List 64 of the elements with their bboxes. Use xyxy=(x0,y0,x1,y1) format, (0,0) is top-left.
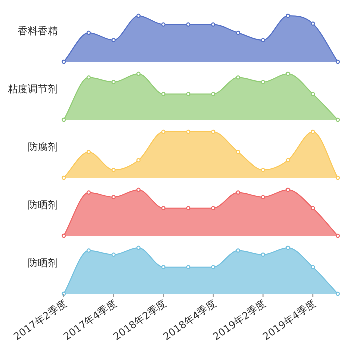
point xyxy=(211,22,216,27)
point xyxy=(86,150,92,154)
point xyxy=(236,76,240,80)
point xyxy=(112,195,116,200)
point xyxy=(136,14,141,18)
series-label: 香料香精 xyxy=(18,25,58,38)
point xyxy=(186,22,191,27)
point xyxy=(336,176,340,180)
point xyxy=(86,248,92,253)
point xyxy=(286,14,290,18)
series-label: 防腐剂 xyxy=(28,141,58,154)
point xyxy=(236,30,240,36)
point xyxy=(261,252,266,257)
point xyxy=(162,206,166,210)
point xyxy=(286,72,290,76)
point xyxy=(86,76,92,80)
point xyxy=(261,195,266,200)
point xyxy=(112,252,116,257)
point xyxy=(186,130,191,134)
point xyxy=(286,158,290,163)
point xyxy=(211,265,216,270)
series-label: 防晒剂 xyxy=(28,199,58,212)
point xyxy=(336,234,340,238)
point xyxy=(310,130,316,134)
point xyxy=(136,188,141,192)
point xyxy=(286,188,290,192)
point xyxy=(310,22,316,26)
point xyxy=(136,72,141,76)
point xyxy=(310,206,316,210)
point xyxy=(261,38,266,42)
point xyxy=(186,265,191,270)
point xyxy=(86,30,92,36)
point xyxy=(62,60,66,64)
point xyxy=(261,80,266,84)
point xyxy=(186,206,191,210)
point xyxy=(162,265,166,270)
point xyxy=(211,130,216,134)
point xyxy=(62,234,66,238)
point xyxy=(86,190,92,195)
point xyxy=(236,248,240,253)
point xyxy=(62,118,66,122)
point xyxy=(162,22,166,27)
series-label: 防晒剂 xyxy=(28,257,58,270)
point xyxy=(112,38,116,42)
point xyxy=(211,92,216,96)
point xyxy=(62,176,66,180)
point xyxy=(236,150,240,154)
point xyxy=(162,130,166,134)
point xyxy=(211,206,216,210)
point xyxy=(136,158,141,163)
series-label: 粘度调节剂 xyxy=(8,83,58,96)
point xyxy=(261,168,266,172)
point xyxy=(310,265,316,270)
point xyxy=(336,292,340,296)
point xyxy=(162,92,166,96)
point xyxy=(286,246,290,250)
point xyxy=(112,168,116,172)
point xyxy=(112,80,116,84)
point xyxy=(310,92,316,96)
point xyxy=(336,118,340,122)
point xyxy=(336,60,340,64)
point xyxy=(236,190,240,195)
point xyxy=(186,92,191,96)
point xyxy=(136,246,141,250)
